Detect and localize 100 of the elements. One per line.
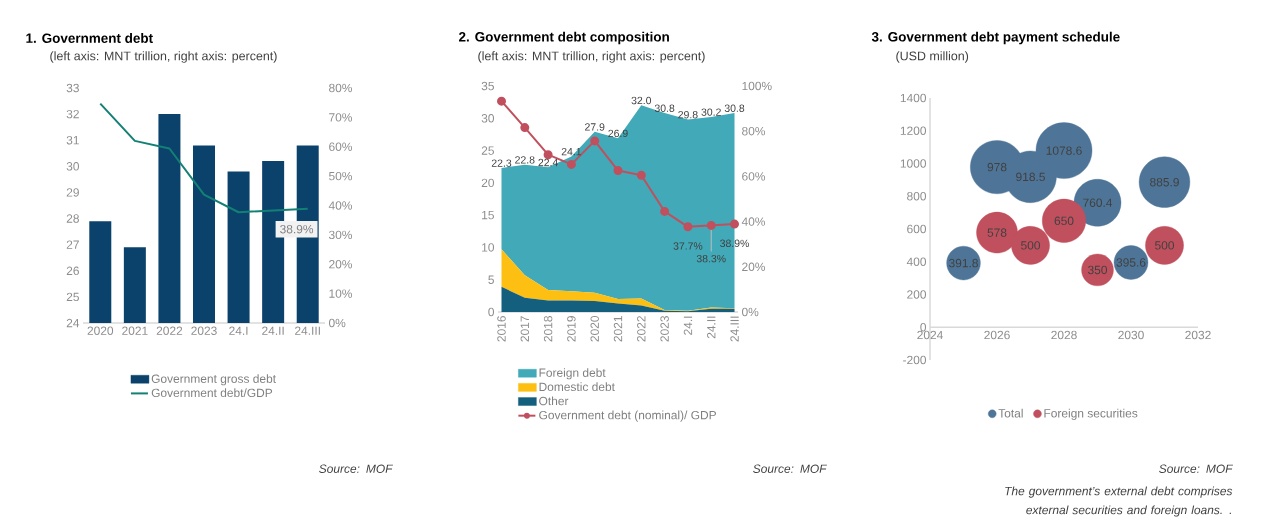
x-tick-label: 24.III	[730, 316, 739, 342]
legend-label: Domestic debt	[539, 382, 615, 392]
x-tick-label: 24.I	[229, 326, 248, 335]
y-tick-label: 1400	[900, 93, 927, 103]
data-label: 978	[987, 162, 1007, 172]
data-label: 918.5	[1016, 172, 1045, 182]
legend-label: Total	[998, 408, 1023, 418]
y2-tick-label: 60%	[742, 172, 766, 181]
y2-tick-label: 10%	[329, 289, 353, 298]
x-tick-label: 2030	[1118, 330, 1144, 340]
y2-tick-label: 100%	[742, 81, 772, 91]
total-label: 22.4	[538, 158, 558, 167]
point	[497, 96, 506, 106]
total-label: 30.8	[724, 104, 745, 112]
y2-tick-label: 80%	[329, 83, 353, 93]
x-tick-label: 2021	[613, 316, 623, 342]
source-note: Source: MOF	[319, 464, 394, 473]
legend-label: Foreign debt	[539, 368, 606, 380]
x-tick-label: 2026	[984, 330, 1010, 340]
y-tick-label: 20	[481, 178, 495, 188]
y-tick-label: 25	[481, 146, 494, 155]
y-tick-label: 30	[66, 162, 80, 171]
y-tick-label: 600	[907, 224, 927, 234]
y2-tick-label: 20%	[742, 262, 766, 272]
x-tick-label: 2017	[520, 316, 530, 342]
y2-tick-label: 50%	[329, 171, 353, 181]
y2-tick-label: 80%	[742, 126, 766, 136]
legend-label: Government debt/GDP	[151, 388, 273, 398]
x-tick-label: 2028	[1051, 330, 1077, 340]
total-label: 22.3	[491, 159, 512, 167]
x-tick-label: 2022	[156, 326, 183, 335]
data-label: 38.9%	[280, 224, 314, 234]
data-label: 500	[1155, 241, 1175, 250]
y-tick-label: 0	[488, 307, 495, 317]
point	[683, 222, 693, 232]
data-label: 760.4	[1083, 198, 1113, 207]
y-tick-label: 800	[907, 192, 927, 201]
point	[660, 206, 670, 216]
x-tick-label: 2023	[191, 326, 217, 335]
total-label: 30.8	[654, 104, 675, 112]
y2-tick-label: 0%	[742, 307, 759, 317]
point	[706, 220, 716, 230]
chart-title: 2. Government debt composition	[458, 31, 669, 45]
y-tick-label: 29	[66, 188, 79, 197]
y-tick-label: 35	[481, 81, 494, 91]
y-tick-label: 15	[482, 210, 494, 220]
y2-tick-label: 30%	[328, 230, 353, 240]
chart-subtitle: (USD million)	[896, 51, 969, 63]
source-note: Source: MOF	[753, 464, 828, 473]
data-label: 578	[987, 228, 1007, 237]
y-tick-label: 27	[66, 240, 79, 249]
x-tick-label: 2021	[122, 326, 148, 335]
source-note: Source: MOF	[1159, 464, 1234, 473]
data-label: 500	[1021, 241, 1041, 250]
y-tick-label: 30	[481, 114, 495, 123]
x-tick-label: 2016	[497, 316, 506, 342]
x-tick-label: 2023	[660, 316, 669, 342]
data-label: 1078.6	[1046, 146, 1082, 155]
y2-tick-label: 70%	[329, 113, 353, 122]
data-label: 37.7%	[673, 242, 703, 250]
total-label: 29.8	[678, 110, 698, 119]
y-tick-label: 10	[482, 243, 495, 252]
x-tick-label: 2020	[87, 326, 114, 335]
x-tick-label: 24.II	[262, 326, 284, 335]
y-tick-label: 26	[66, 266, 79, 275]
legend-label: Foreign securities	[1044, 408, 1138, 420]
chart-subtitle: (left axis: MNT trillion, right axis: percent)	[50, 51, 277, 63]
y-tick-label: 0	[920, 323, 927, 332]
point	[730, 219, 740, 229]
x-tick-label: 2024	[917, 330, 943, 340]
point	[613, 166, 623, 176]
x-tick-label: 2020	[590, 315, 599, 342]
data-label: 38.3%	[696, 254, 726, 263]
y-tick-label: 5	[488, 275, 494, 284]
data-label: 350	[1087, 265, 1108, 275]
y-tick-label: 1000	[900, 159, 927, 168]
y-tick-label: 1200	[900, 126, 927, 135]
chart-title: 1. Government debt	[26, 33, 153, 43]
legend-label: Government debt (nominal)/ GDP	[539, 410, 716, 422]
total-label: 30.2	[701, 108, 721, 116]
point	[520, 123, 530, 133]
y-tick-label: -200	[903, 355, 927, 365]
point	[590, 136, 600, 146]
y-tick-label: 28	[66, 214, 79, 223]
y-tick-label: 25	[66, 292, 79, 302]
data-label: 38.9%	[720, 239, 749, 248]
y2-tick-label: 40%	[741, 217, 766, 226]
y-tick-label: 33	[66, 83, 79, 93]
point	[566, 159, 576, 169]
data-label: 391.8	[949, 258, 978, 268]
total-label: 27.9	[585, 123, 605, 131]
x-tick-label: 2019	[567, 316, 576, 342]
text: The government’s external debt comprises external securities and foreign loans. .	[1005, 486, 1233, 517]
x-tick-label: 24.I	[683, 316, 693, 335]
y-tick-label: 31	[66, 135, 79, 145]
chart-subtitle: (left axis: MNT trillion, right axis: percent)	[478, 51, 705, 63]
data-label: 395.6	[1116, 258, 1146, 267]
y-tick-label: 32	[66, 109, 79, 119]
y2-tick-label: 60%	[329, 142, 353, 151]
y-tick-label: 200	[907, 290, 927, 299]
